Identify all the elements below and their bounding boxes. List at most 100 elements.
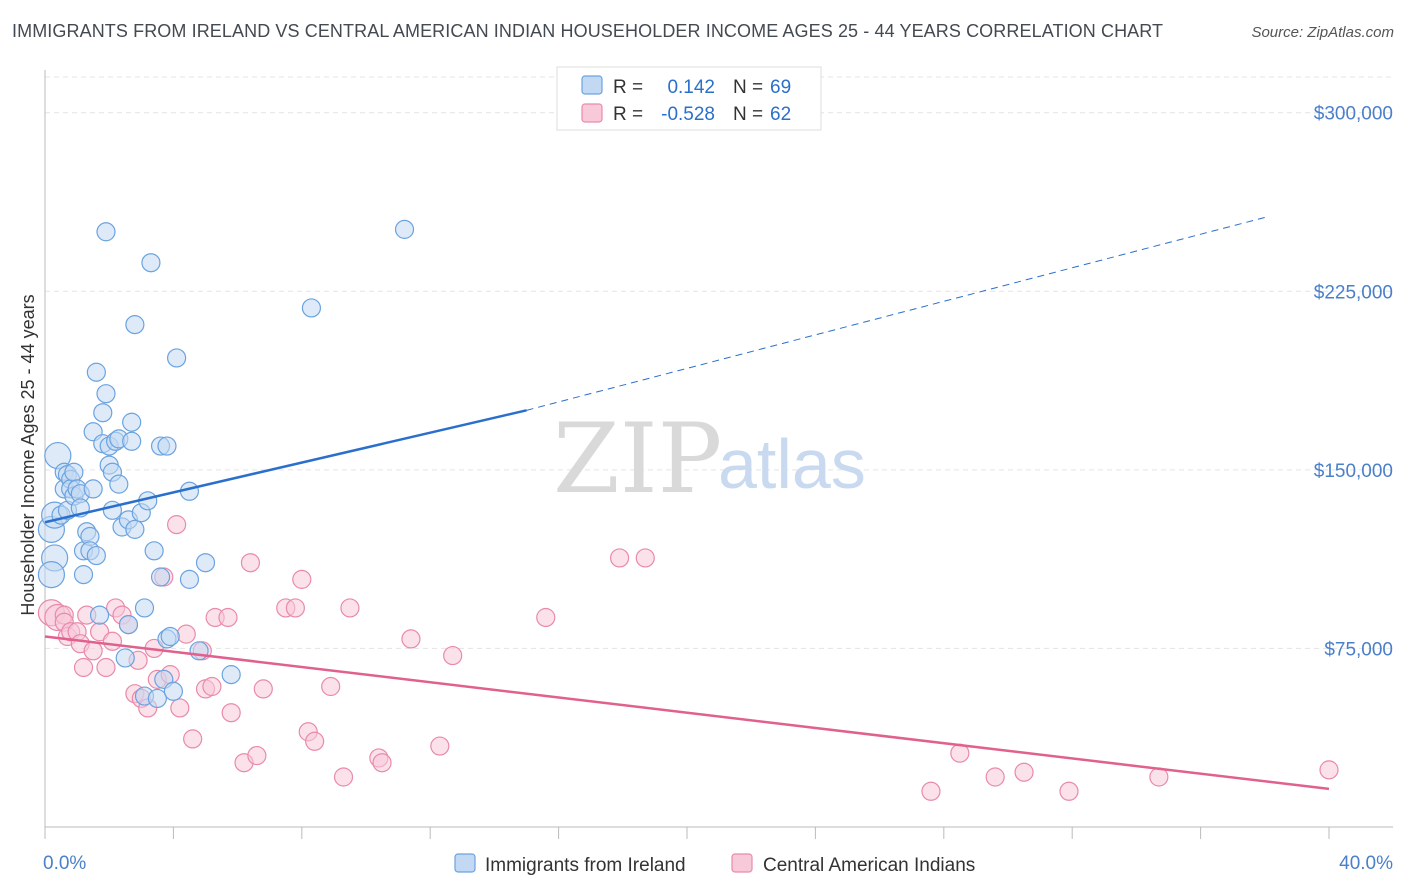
legend-swatch-central-american-indians: [731, 853, 753, 873]
blue-point-52: [147, 688, 167, 709]
pink-point-49: [401, 629, 421, 649]
trend-line-ireland: [44, 409, 527, 524]
pink-point-58: [1014, 762, 1034, 782]
blue-point-56: [157, 436, 177, 456]
blue-point-42: [122, 431, 142, 451]
pink-point-59: [1059, 781, 1079, 801]
trend-line-ireland-extrapolated: [526, 216, 1265, 411]
pink-point-46: [340, 598, 360, 618]
pink-point-55: [921, 781, 941, 801]
watermark-atlas: atlas: [718, 425, 866, 503]
blue-point-29: [96, 222, 116, 242]
pink-point-13: [102, 631, 123, 651]
blue-point-25: [86, 545, 106, 566]
pink-point-48: [372, 753, 392, 773]
pink-point-61: [1319, 760, 1339, 780]
blue-point-60: [167, 348, 187, 368]
y-tick-label-2: $225,000: [1314, 282, 1393, 303]
pink-point-43: [305, 731, 325, 751]
blue-point-67: [394, 219, 415, 239]
blue-point-48: [134, 598, 155, 618]
pink-point-26: [170, 698, 190, 718]
chart-title: IMMIGRANTS FROM IRELAND VS CENTRAL AMERI…: [12, 21, 1164, 41]
pink-point-52: [536, 607, 556, 628]
blue-point-61: [179, 569, 200, 589]
stats-legend-swatch-blue: [581, 75, 603, 95]
stats-r-label-2: R =: [613, 104, 643, 125]
blue-point-28: [93, 403, 113, 423]
blue-point-51: [144, 541, 164, 561]
blue-point-23: [83, 479, 103, 499]
stats-r-value-2: -0.528: [661, 104, 715, 125]
pink-point-41: [292, 569, 312, 589]
stats-n-label-2: N =: [733, 104, 763, 125]
y-tick-label-3: $300,000: [1314, 104, 1393, 125]
blue-point-64: [195, 553, 216, 573]
blue-point-24: [86, 362, 106, 382]
pink-point-53: [609, 548, 630, 568]
pink-point-51: [443, 645, 463, 666]
x-tick-label-min: 0.0%: [43, 853, 86, 874]
blue-point-59: [163, 681, 183, 701]
stats-n-value-1: 69: [770, 77, 791, 98]
pink-point-34: [221, 703, 241, 723]
legend-swatch-ireland: [454, 853, 476, 873]
pink-point-50: [430, 736, 450, 756]
pink-point-44: [321, 676, 341, 697]
pink-point-40: [285, 598, 305, 618]
pink-point-54: [635, 548, 655, 568]
blue-point-37: [109, 474, 129, 494]
blue-point-3: [37, 561, 66, 589]
blue-point-50: [141, 253, 161, 273]
pink-point-33: [218, 607, 238, 628]
pink-point-8: [73, 657, 94, 678]
y-tick-label-0: $75,000: [1324, 639, 1393, 660]
legend-label-ireland: Immigrants from Ireland: [485, 855, 686, 876]
x-tick-label-max: 40.0%: [1339, 853, 1393, 874]
stats-n-value-2: 62: [770, 104, 791, 125]
y-axis-tick-labels: $75,000 $150,000 $225,000 $300,000: [1314, 104, 1393, 661]
y-tick-label-1: $150,000: [1314, 461, 1393, 482]
blue-point-44: [125, 519, 145, 539]
blue-point-18: [73, 565, 94, 585]
stats-legend: R = 0.142 N = 69 R = -0.528 N = 62: [556, 66, 822, 131]
stats-r-label-1: R =: [613, 77, 643, 98]
pink-point-10: [83, 641, 103, 661]
pink-point-12: [96, 657, 116, 678]
blue-point-40: [118, 615, 139, 635]
trend-lines: [44, 216, 1330, 791]
pink-point-37: [247, 745, 267, 766]
blue-point-39: [115, 648, 135, 668]
pink-point-38: [253, 679, 273, 699]
trend-line-central-american-indians: [44, 635, 1330, 791]
blue-point-66: [301, 298, 322, 318]
stats-legend-swatch-pink: [581, 103, 603, 123]
blue-point-54: [150, 567, 171, 587]
blue-point-58: [160, 626, 180, 647]
pink-point-27: [176, 624, 196, 644]
pink-point-28: [183, 729, 203, 749]
pink-point-57: [985, 767, 1005, 787]
blue-point-30: [96, 384, 116, 404]
pink-point-36: [240, 553, 261, 573]
blue-point-45: [125, 315, 145, 335]
blue-point-26: [89, 605, 110, 625]
pink-point-45: [333, 767, 354, 787]
source-credit: Source: ZipAtlas.com: [1251, 24, 1394, 41]
pink-point-25: [167, 515, 187, 535]
blue-point-63: [189, 641, 209, 661]
stats-n-label-1: N =: [733, 77, 763, 98]
series-legend: Immigrants from Ireland Central American…: [454, 853, 975, 876]
blue-point-43: [122, 412, 142, 432]
stats-r-value-1: 0.142: [667, 77, 715, 98]
legend-label-central-american-indians: Central American Indians: [763, 855, 975, 876]
blue-point-13: [64, 462, 84, 482]
series-central-american-indians: [37, 515, 1339, 801]
y-axis-title: Householder Income Ages 25 - 44 years: [18, 294, 38, 615]
watermark-zip: ZIP: [553, 403, 722, 515]
x-axis-ticks: [44, 827, 1330, 839]
pink-point-31: [202, 676, 222, 697]
series-immigrants-from-ireland: [37, 219, 415, 709]
blue-point-65: [221, 665, 241, 685]
